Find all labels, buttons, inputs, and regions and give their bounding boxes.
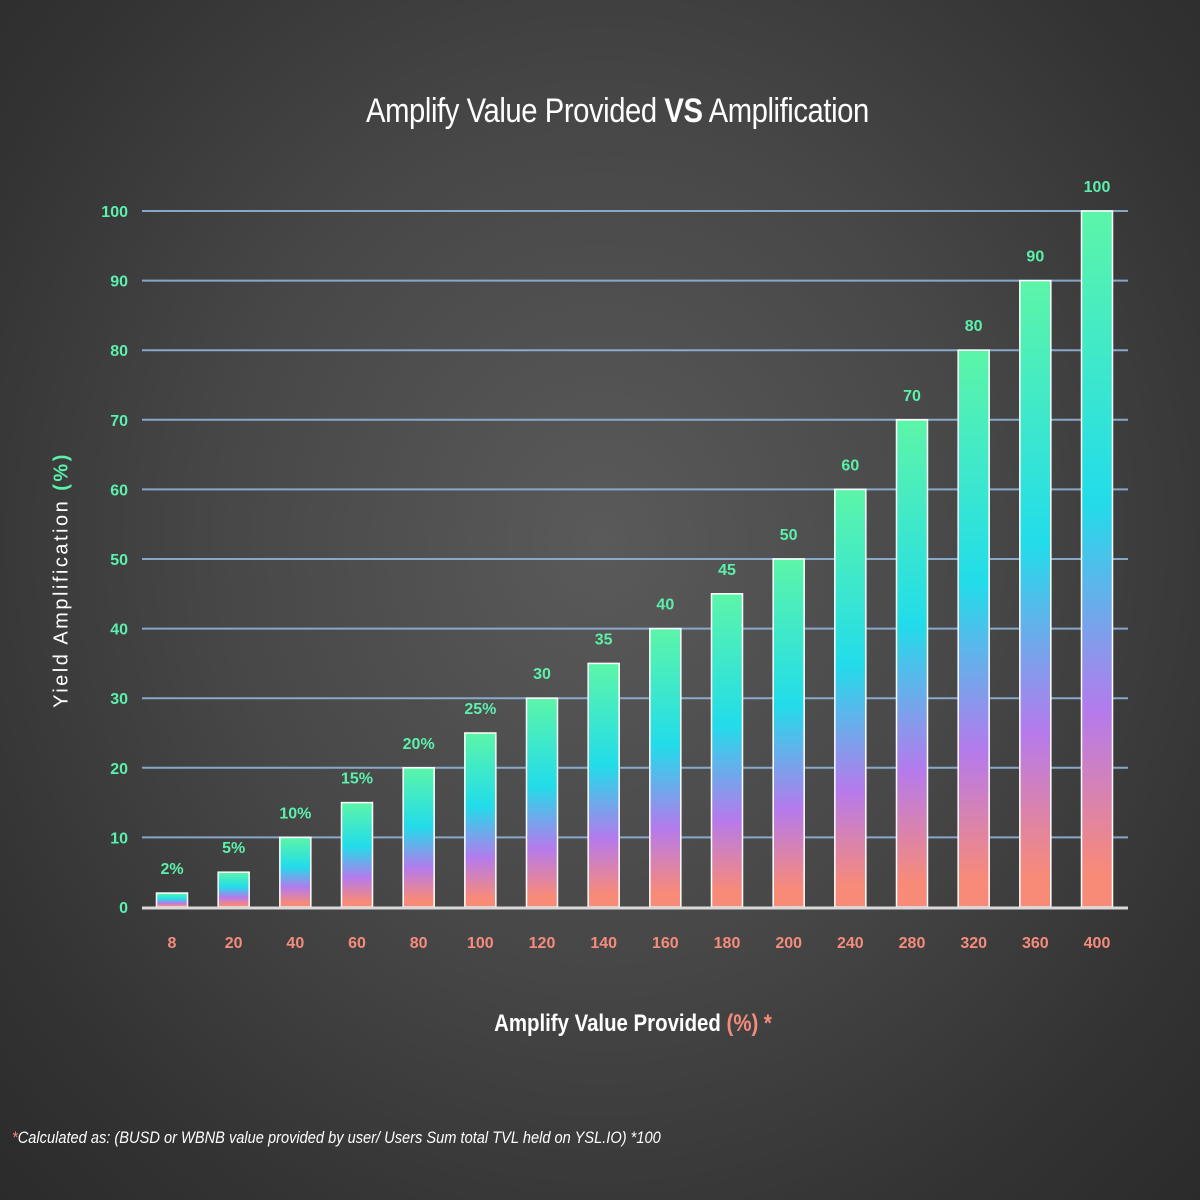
- bar-value-label: 5%: [222, 840, 245, 857]
- y-tick-label: 0: [119, 900, 128, 917]
- x-tick-label: 200: [775, 935, 802, 952]
- y-tick-label: 30: [110, 691, 128, 708]
- y-tick-label: 80: [110, 343, 128, 360]
- bar-value-label: 20%: [403, 736, 435, 753]
- x-axis-label: Amplify Value Provided (%) *: [95, 1010, 1171, 1038]
- chart-title: Amplify Value Provided VS Amplification: [86, 92, 1148, 131]
- bar-value-label: 100: [1084, 179, 1111, 196]
- bar-value-label: 25%: [464, 701, 496, 718]
- bar: [402, 767, 435, 908]
- footnote: *Calculated as: (BUSD or WBNB value prov…: [12, 1128, 661, 1148]
- bar: [649, 627, 682, 908]
- bar-value-label: 2%: [160, 861, 183, 878]
- x-tick-label: 400: [1084, 935, 1111, 952]
- bar-value-label: 70: [903, 388, 921, 405]
- bar-value-label: 60: [841, 457, 859, 474]
- bar: [710, 593, 744, 908]
- bar: [217, 871, 250, 908]
- y-tick-label: 90: [110, 274, 128, 291]
- x-tick-label: 60: [348, 935, 366, 952]
- x-tick-label: 100: [467, 935, 494, 952]
- x-tick-label: 360: [1022, 935, 1049, 952]
- y-tick-label: 40: [110, 622, 128, 639]
- bar-value-label: 10%: [279, 805, 311, 822]
- bar: [1019, 279, 1052, 908]
- bar: [587, 662, 620, 908]
- chart-title-vs: VS: [664, 92, 703, 130]
- bar-value-labels: 2% 5% 10% 15% 20% 25% 30 35 40 45 50 60 70 80 90 100: [160, 179, 1110, 878]
- x-tick-label: 160: [652, 935, 679, 952]
- bar: [525, 697, 559, 908]
- x-tick-label: 240: [837, 935, 864, 952]
- bars: [155, 210, 1114, 908]
- bar-value-label: 30: [533, 666, 551, 683]
- x-axis-label-text: Amplify Value Provided: [494, 1010, 727, 1037]
- y-tick-label: 20: [110, 761, 128, 778]
- x-tick-label: 40: [286, 935, 304, 952]
- y-tick-label: 100: [101, 204, 128, 221]
- bar: [895, 419, 929, 908]
- bar: [155, 892, 189, 908]
- x-axis-label-unit: (%) *: [726, 1010, 772, 1037]
- x-tick-label: 120: [529, 935, 556, 952]
- chart-title-part1: Amplify Value Provided: [366, 92, 665, 130]
- y-tick-label: 70: [110, 413, 128, 430]
- x-axis-ticks: 8 20 40 60 80 100 120 140 160 180 200 240 280 320 360 4…: [168, 935, 1111, 952]
- bar-value-label: 90: [1026, 249, 1044, 266]
- y-axis-ticks: 0 10 20 30 40 50 60 70 80 90 100: [101, 204, 128, 917]
- y-tick-label: 10: [110, 830, 128, 847]
- x-tick-label: 80: [410, 935, 428, 952]
- x-tick-label: 140: [590, 935, 617, 952]
- x-tick-label: 280: [899, 935, 926, 952]
- x-tick-label: 8: [168, 935, 177, 952]
- x-tick-label: 20: [225, 935, 243, 952]
- bar: [772, 558, 805, 908]
- x-tick-label: 180: [714, 935, 741, 952]
- bar-value-label: 40: [656, 597, 674, 614]
- bar: [340, 801, 374, 908]
- bar: [1080, 210, 1114, 908]
- bar: [279, 836, 312, 908]
- bar: [957, 349, 990, 908]
- y-tick-label: 50: [110, 552, 128, 569]
- y-tick-label: 60: [110, 482, 128, 499]
- bar-value-label: 35: [595, 631, 613, 648]
- bar-value-label: 15%: [341, 771, 373, 788]
- bar-value-label: 45: [718, 562, 736, 579]
- x-tick-label: 320: [960, 935, 987, 952]
- bar: [834, 488, 867, 908]
- bar-value-label: 80: [965, 318, 983, 335]
- bar: [464, 732, 497, 908]
- footnote-star: *: [12, 1128, 18, 1147]
- footnote-text: Calculated as: (BUSD or WBNB value provi…: [17, 1128, 661, 1147]
- chart-title-part2: Amplification: [702, 92, 870, 130]
- bar-value-label: 50: [780, 527, 798, 544]
